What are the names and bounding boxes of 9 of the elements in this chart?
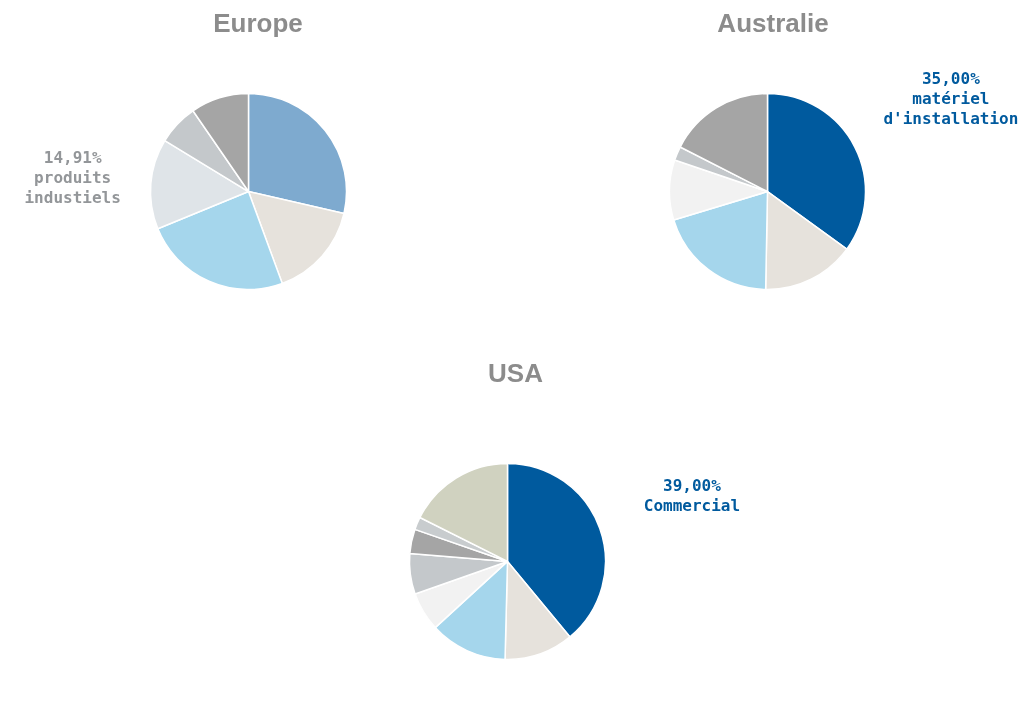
slice-label: Commercial (643, 495, 741, 515)
slice-label: matériel d'installation (883, 89, 1019, 129)
data-label: 35,00% (921, 69, 981, 89)
chart-title: USA (488, 357, 544, 388)
slice-label: produits industiels (24, 168, 121, 208)
data-label: 39,00% (663, 476, 722, 496)
data-label: 14,91% (43, 148, 102, 168)
chart-title: Europe (213, 7, 303, 38)
chart-title: Australie (717, 7, 829, 38)
